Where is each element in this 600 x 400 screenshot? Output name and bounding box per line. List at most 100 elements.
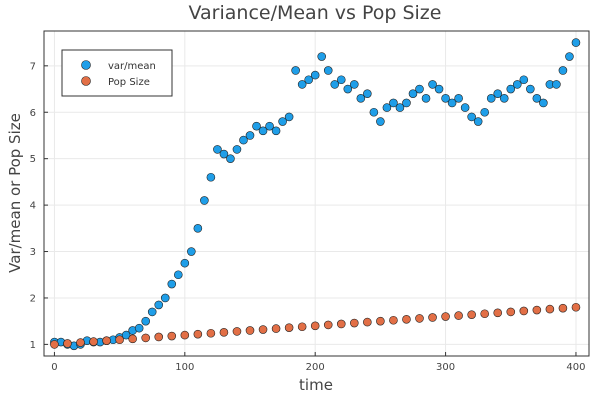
legend-marker-pop-size bbox=[81, 76, 91, 86]
data-point bbox=[154, 300, 164, 310]
data-point bbox=[467, 310, 476, 319]
data-point bbox=[239, 135, 248, 145]
data-point bbox=[89, 337, 98, 346]
data-point bbox=[310, 70, 320, 80]
data-point bbox=[415, 314, 424, 323]
data-point bbox=[376, 117, 385, 126]
data-point bbox=[428, 80, 437, 89]
data-point bbox=[571, 38, 581, 47]
x-tick-label: 200 bbox=[306, 362, 325, 373]
data-point bbox=[134, 323, 144, 333]
data-point bbox=[382, 103, 392, 112]
data-point bbox=[167, 331, 177, 341]
data-point bbox=[317, 52, 327, 61]
data-point bbox=[284, 323, 294, 332]
data-point bbox=[291, 66, 300, 75]
data-point bbox=[219, 149, 229, 159]
data-point bbox=[558, 66, 568, 75]
data-point bbox=[493, 308, 503, 318]
data-point bbox=[389, 315, 398, 325]
data-point bbox=[454, 94, 463, 103]
data-point bbox=[323, 320, 333, 330]
legend-box bbox=[61, 49, 173, 97]
legend: var/mean Pop Size bbox=[61, 49, 173, 97]
data-point bbox=[206, 328, 216, 338]
y-tick-label: 7 bbox=[30, 61, 36, 72]
data-point bbox=[402, 315, 411, 324]
chart-title: Variance/Mean vs Pop Size bbox=[189, 2, 442, 24]
data-point bbox=[460, 103, 470, 112]
data-point bbox=[571, 302, 581, 312]
data-point bbox=[336, 319, 346, 329]
data-point bbox=[252, 121, 261, 131]
data-point bbox=[480, 107, 489, 117]
y-tick-label: 4 bbox=[30, 201, 36, 212]
data-point bbox=[473, 117, 483, 126]
y-axis-ticks: 1 2 3 4 5 6 7 bbox=[30, 61, 48, 351]
x-tick-label: 300 bbox=[436, 362, 455, 373]
data-point bbox=[147, 307, 157, 317]
data-point bbox=[206, 172, 216, 182]
data-point bbox=[219, 328, 229, 337]
data-point bbox=[467, 112, 476, 122]
data-point bbox=[545, 304, 555, 314]
data-point bbox=[539, 98, 548, 108]
data-point bbox=[304, 75, 313, 85]
data-point bbox=[343, 84, 353, 94]
data-point bbox=[115, 335, 124, 345]
data-point bbox=[258, 325, 268, 334]
data-point bbox=[160, 293, 170, 303]
y-tick-label: 3 bbox=[30, 247, 36, 258]
data-point bbox=[232, 145, 242, 154]
data-point bbox=[278, 117, 287, 126]
data-point bbox=[336, 75, 346, 85]
data-point bbox=[154, 332, 164, 342]
plot-frame bbox=[43, 30, 590, 357]
x-tick-label: 400 bbox=[566, 362, 585, 373]
data-point bbox=[271, 324, 281, 333]
data-point bbox=[408, 89, 418, 98]
data-point bbox=[173, 270, 183, 280]
data-point bbox=[297, 322, 307, 332]
data-point bbox=[428, 313, 437, 322]
data-point bbox=[441, 94, 450, 103]
data-point bbox=[441, 312, 450, 321]
data-point bbox=[415, 84, 424, 94]
data-point bbox=[310, 321, 320, 331]
data-points bbox=[50, 38, 581, 351]
y-tick-label: 1 bbox=[30, 340, 36, 351]
data-point bbox=[558, 303, 568, 313]
data-point bbox=[395, 103, 405, 112]
data-point bbox=[141, 333, 150, 343]
data-point bbox=[519, 306, 529, 316]
data-point bbox=[323, 66, 333, 75]
data-point bbox=[363, 317, 372, 327]
data-point bbox=[102, 336, 111, 345]
data-point bbox=[121, 330, 131, 340]
data-point bbox=[284, 112, 294, 122]
data-point bbox=[141, 316, 150, 326]
data-point bbox=[532, 305, 542, 315]
data-point bbox=[232, 327, 242, 336]
data-point bbox=[519, 75, 529, 85]
data-point bbox=[350, 80, 359, 89]
data-point bbox=[493, 89, 503, 98]
data-point bbox=[532, 94, 542, 103]
data-point bbox=[180, 258, 190, 268]
series-var-mean bbox=[50, 38, 581, 351]
data-point bbox=[297, 80, 307, 89]
data-point bbox=[565, 52, 574, 61]
data-point bbox=[245, 131, 255, 140]
data-point bbox=[167, 279, 177, 289]
data-point bbox=[376, 316, 385, 326]
data-point bbox=[369, 107, 379, 117]
data-point bbox=[499, 94, 509, 103]
data-point bbox=[480, 309, 489, 319]
data-point bbox=[434, 84, 444, 94]
y-axis-label: Var/mean or Pop Size bbox=[6, 113, 24, 273]
data-point bbox=[363, 89, 372, 98]
data-point bbox=[187, 247, 196, 256]
data-point bbox=[486, 94, 496, 103]
